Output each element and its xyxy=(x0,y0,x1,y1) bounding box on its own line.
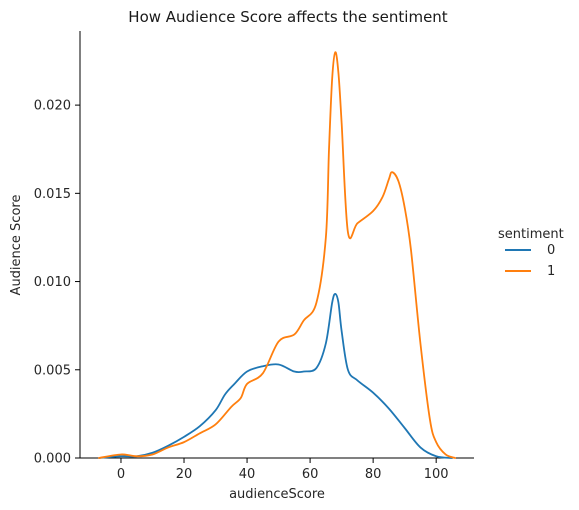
x-tick-label: 60 xyxy=(302,467,319,482)
series-line-0 xyxy=(98,293,453,459)
legend: sentiment 01 xyxy=(498,227,564,279)
legend-items: 01 xyxy=(505,243,555,279)
y-axis-label: Audience Score xyxy=(9,195,24,296)
y-tick-label: 0.015 xyxy=(34,187,71,202)
plot-area xyxy=(79,31,474,459)
x-tick-label: 80 xyxy=(365,467,382,482)
y-ticks: 0.000 0.005 0.010 0.015 0.020 xyxy=(34,99,80,467)
series-line-1 xyxy=(98,51,456,459)
x-tick-label: 100 xyxy=(424,467,449,482)
y-tick-label: 0.010 xyxy=(34,275,71,290)
legend-title: sentiment xyxy=(498,227,564,242)
x-ticks: 0 20 40 60 80 100 xyxy=(117,458,449,482)
chart-title: How Audience Score affects the sentiment xyxy=(128,8,448,26)
x-tick-label: 20 xyxy=(176,467,193,482)
series-lines xyxy=(98,51,456,459)
x-axis-label: audienceScore xyxy=(229,487,325,502)
legend-label: 0 xyxy=(547,243,555,258)
y-tick-label: 0.005 xyxy=(34,363,71,378)
x-tick-label: 40 xyxy=(239,467,256,482)
legend-label: 1 xyxy=(547,264,555,279)
x-tick-label: 0 xyxy=(117,467,125,482)
y-tick-label: 0.000 xyxy=(34,452,71,467)
y-tick-label: 0.020 xyxy=(34,99,71,114)
